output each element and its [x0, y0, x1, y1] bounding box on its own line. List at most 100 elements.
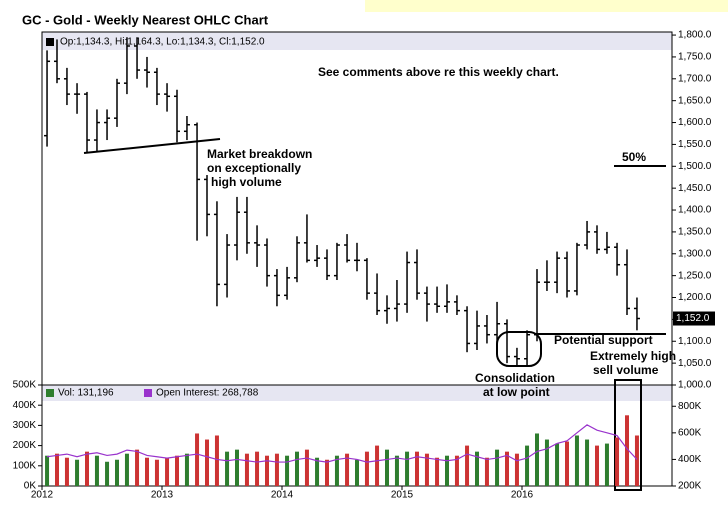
volume-bar — [484, 457, 489, 486]
y-tick-label: 1,350.0 — [678, 227, 712, 238]
volume-bar — [265, 455, 269, 486]
volume-bar — [165, 457, 170, 486]
volume-bar — [465, 445, 470, 486]
legend-label: Vol: 131,196 — [58, 388, 114, 399]
price-frame — [41, 31, 673, 386]
volume-bar — [295, 451, 299, 486]
volume-bar — [595, 445, 599, 486]
consolidation-box — [496, 331, 542, 367]
volume-bar — [55, 453, 59, 486]
volume-bar — [124, 453, 129, 486]
y-tick-label: 1,500.0 — [678, 161, 712, 172]
y-tick-label: 1,650.0 — [678, 95, 712, 106]
volume-bar — [475, 451, 479, 486]
y-tick-label: 1,800.0 — [678, 30, 712, 41]
volume-bar — [154, 459, 159, 486]
annotation: Extremely high — [590, 349, 676, 363]
volume-header — [42, 385, 672, 401]
trend-line — [83, 138, 221, 154]
y-tick-label: 1,300.0 — [678, 248, 712, 259]
volume-bar — [325, 459, 329, 486]
y-tick-label: 1,450.0 — [678, 183, 712, 194]
y-tick-label: 1,000.0 — [678, 380, 712, 391]
price-header — [42, 32, 672, 50]
volume-bar — [415, 451, 419, 486]
info-text: Op:1,134.3, Hi:1,164.3, Lo:1,134.3, Cl:1… — [60, 37, 265, 48]
volume-bar — [385, 449, 389, 486]
legend-label: Open Interest: 268,788 — [156, 388, 259, 399]
y2-tick-label: 600K — [678, 427, 702, 438]
volume-bar — [214, 435, 219, 486]
y2-tick-label: 400K — [678, 454, 702, 465]
y-tick-label: 1,600.0 — [678, 117, 712, 128]
volume-bar — [615, 437, 620, 486]
volume-bar — [244, 453, 249, 486]
volume-bar — [574, 435, 579, 486]
x-tick-label: 2013 — [151, 490, 174, 501]
y2-tick-label: 200K — [678, 481, 702, 492]
volume-bar — [205, 439, 209, 486]
volume-bar — [45, 455, 50, 486]
volume-bar — [585, 439, 590, 486]
y-tick-label: 1,100.0 — [678, 336, 712, 347]
volume-bar — [394, 455, 399, 486]
y-tick-label: 1,200.0 — [678, 292, 712, 303]
y-tick-label: 1,750.0 — [678, 52, 712, 63]
volume-bar — [405, 451, 410, 486]
y-tick-label: 1,250.0 — [678, 270, 712, 281]
volume-bar — [255, 451, 260, 486]
price-tag: 1,152.0 — [676, 313, 710, 324]
annotation: sell volume — [593, 363, 659, 377]
y-tick-label: 100K — [13, 460, 37, 471]
volume-bar — [94, 455, 99, 486]
header-band — [365, 0, 728, 12]
y-tick-label: 1,700.0 — [678, 73, 712, 84]
annotation: high volume — [211, 175, 282, 189]
x-tick-label: 2012 — [31, 490, 54, 501]
legend-swatch — [46, 389, 54, 397]
volume-bar — [184, 453, 189, 486]
volume-bar — [274, 453, 279, 486]
volume-bar — [175, 455, 179, 486]
volume-bar — [235, 449, 239, 486]
y-tick-label: 200K — [13, 440, 37, 451]
annotation: See comments above re this weekly chart. — [318, 65, 559, 79]
price-tag-box — [673, 311, 715, 326]
volume-bar — [445, 455, 449, 486]
volume-bar — [85, 451, 89, 486]
y-tick-label: 1,400.0 — [678, 205, 712, 216]
open-interest-line — [46, 424, 638, 463]
y-tick-label: 400K — [13, 400, 37, 411]
volume-bar — [195, 433, 200, 486]
y2-tick-label: 800K — [678, 401, 702, 412]
volume-bar — [135, 449, 140, 486]
volume-bar — [364, 451, 369, 486]
volume-bar — [115, 459, 119, 486]
volume-bar — [345, 453, 350, 486]
x-tick-label: 2016 — [511, 490, 534, 501]
chart-title: GC - Gold - Weekly Nearest OHLC Chart — [22, 12, 269, 27]
annotation: at low point — [483, 385, 550, 399]
volume-bar — [634, 435, 639, 486]
volume-bar — [625, 415, 629, 486]
info-swatch — [46, 38, 54, 46]
annotation: Market breakdown — [207, 147, 312, 161]
volume-bar — [435, 457, 440, 486]
volume-bar — [375, 445, 380, 486]
volume-bar — [304, 449, 309, 486]
legend-swatch — [144, 389, 152, 397]
volume-bar — [454, 455, 459, 486]
volume-bar — [555, 443, 560, 486]
volume-bar — [355, 459, 359, 486]
volume-bar — [315, 457, 320, 486]
x-tick-label: 2014 — [271, 490, 294, 501]
volume-bar — [285, 455, 290, 486]
annotation: Consolidation — [475, 371, 555, 385]
volume-bar — [225, 451, 230, 486]
volume-bar — [495, 449, 500, 486]
volume-bar — [75, 459, 80, 486]
volume-bar — [145, 457, 149, 486]
volume-bar — [105, 461, 110, 486]
y-tick-label: 1,050.0 — [678, 358, 712, 369]
annotation: Potential support — [554, 333, 653, 347]
